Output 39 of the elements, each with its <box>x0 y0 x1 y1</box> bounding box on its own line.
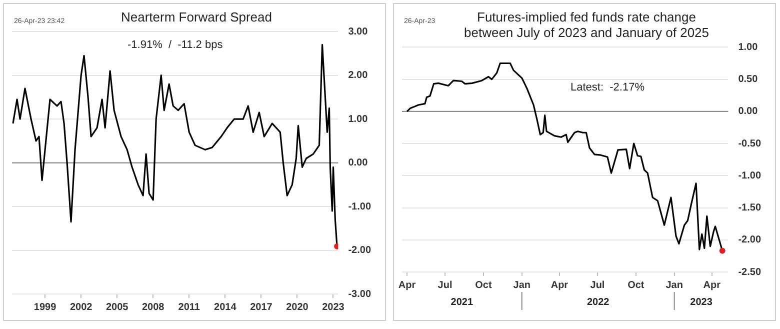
y-tick-label: -1.00 <box>738 170 762 182</box>
y-tick-label: 2.00 <box>348 70 368 82</box>
y-tick-label: -2.00 <box>738 234 762 246</box>
x-tick-label: Jul <box>590 280 605 291</box>
y-tick-label: 3.00 <box>348 26 368 38</box>
x-tick-label: 2014 <box>214 302 237 313</box>
x-tick-label: Apr <box>550 280 568 291</box>
x-tick-label: Oct <box>475 280 492 291</box>
y-tick-label: -2.00 <box>348 245 372 256</box>
x-tick-label: Jan <box>666 280 683 291</box>
y-tick-label: -0.50 <box>738 138 762 150</box>
x-tick-label: 2011 <box>178 302 200 313</box>
x-tick-label: 2002 <box>70 302 93 313</box>
x-tick-label: 1999 <box>34 302 57 313</box>
x-tick-label: Oct <box>628 280 645 291</box>
x-tick-label: 2008 <box>142 302 165 313</box>
x-tick-label: Jan <box>513 280 530 291</box>
y-tick-label: -1.00 <box>348 201 372 212</box>
chart-title: Nearterm Forward Spread <box>121 9 272 24</box>
x-tick-label: 2017 <box>250 302 273 313</box>
annotation: -1.91% / -11.2 bps <box>128 38 224 51</box>
y-tick-label: 1.00 <box>348 114 368 125</box>
x-tick-label: Apr <box>703 280 721 291</box>
y-tick-label: -3.00 <box>348 288 372 300</box>
x-tick-label: 2005 <box>106 302 129 313</box>
y-tick-label: -1.50 <box>738 202 762 214</box>
y-tick-label: -2.50 <box>738 266 762 278</box>
text: 2022 <box>586 296 610 308</box>
y-tick-label: 0.00 <box>348 158 368 169</box>
y-tick-label: 0.00 <box>738 106 758 118</box>
y-tick-label: 1.00 <box>738 42 758 53</box>
annotation: Latest: -2.17% <box>570 82 645 94</box>
x-tick-label: Apr <box>398 280 416 291</box>
y-tick-label: 0.50 <box>738 74 758 86</box>
chart-title: Futures-implied fed funds rate change between July of 2023 and January of 2025 <box>464 9 710 40</box>
x-tick-label: 2023 <box>322 302 345 313</box>
text: 2021 <box>450 296 474 308</box>
x-tick-label: 2020 <box>286 302 309 313</box>
x-tick-label: Jul <box>438 280 452 291</box>
